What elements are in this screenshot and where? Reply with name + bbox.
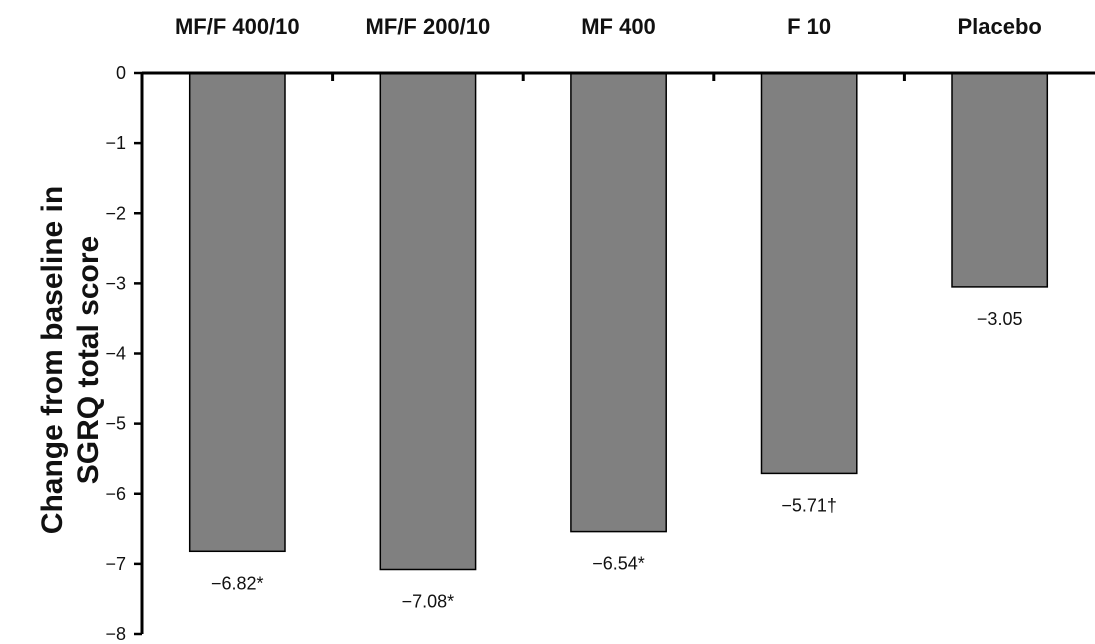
bars-group bbox=[188, 72, 1049, 571]
y-tick-label-2: −2 bbox=[105, 203, 126, 223]
y-tick-label-5: −5 bbox=[105, 414, 126, 434]
y-tick-label-0: 0 bbox=[116, 63, 126, 83]
bar-2 bbox=[570, 72, 667, 533]
y-axis-title-line-2: SGRQ total score bbox=[72, 236, 105, 484]
category-label-2: MF 400 bbox=[581, 14, 656, 39]
y-axis: 0 −1 −2 −3 −4 −5 −6 −7 −8 bbox=[105, 63, 144, 644]
category-axis bbox=[142, 71, 1095, 81]
data-labels-group: −6.82* −7.08* −6.54* −5.71† −3.05 bbox=[211, 309, 1022, 612]
y-axis-title-line-1: Change from baseline in bbox=[36, 186, 69, 534]
bar-3 bbox=[760, 72, 858, 475]
category-label-3: F 10 bbox=[787, 14, 831, 39]
bar-1 bbox=[379, 72, 477, 571]
data-label-1: −7.08* bbox=[402, 591, 455, 611]
bar-0 bbox=[188, 72, 286, 553]
y-tick-label-3: −3 bbox=[105, 273, 126, 293]
bar-4 bbox=[951, 72, 1049, 288]
data-label-2: −6.54* bbox=[592, 554, 645, 574]
category-label-0: MF/F 400/10 bbox=[175, 14, 300, 39]
category-label-4: Placebo bbox=[958, 14, 1042, 39]
data-label-3: −5.71† bbox=[781, 495, 837, 515]
category-label-1: MF/F 200/10 bbox=[366, 14, 491, 39]
y-tick-label-6: −6 bbox=[105, 484, 126, 504]
y-tick-label-4: −4 bbox=[105, 344, 126, 364]
y-tick-label-8: −8 bbox=[105, 624, 126, 644]
data-label-0: −6.82* bbox=[211, 573, 264, 593]
data-label-4: −3.05 bbox=[977, 309, 1023, 329]
y-axis-title: Change from baseline in SGRQ total score bbox=[36, 186, 105, 534]
y-tick-label-1: −1 bbox=[105, 133, 126, 153]
y-tick-label-7: −7 bbox=[105, 554, 126, 574]
category-labels-group: MF/F 400/10 MF/F 200/10 MF 400 F 10 Placebo bbox=[175, 14, 1042, 39]
